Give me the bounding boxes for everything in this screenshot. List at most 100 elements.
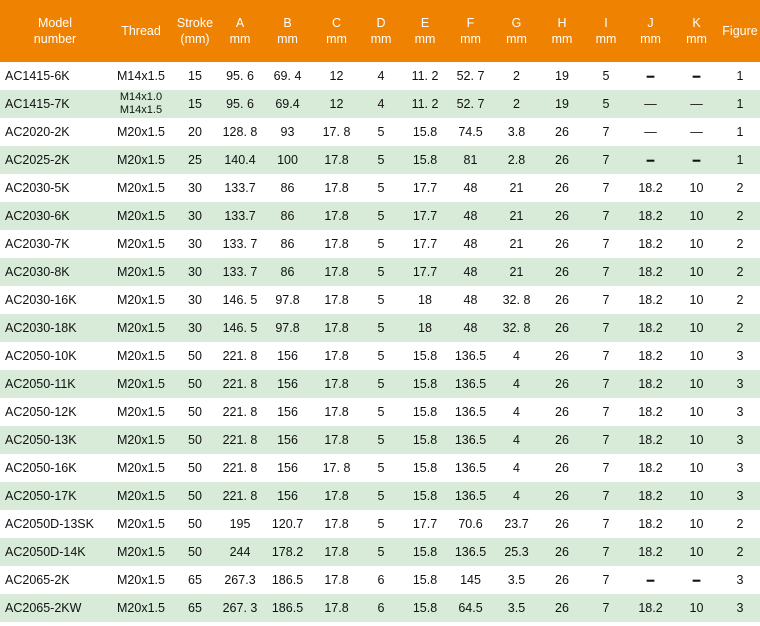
cell-figure: 3 [720,594,760,622]
cell-e: 18 [402,314,448,342]
cell-thread: M20x1.5 [117,125,165,139]
cell-b: 186.5 [271,573,304,587]
cell-thread: M20x1.5 [110,482,172,510]
cell-model-number: AC2065-2KW [0,594,110,622]
cell-c: 17.8 [324,517,349,531]
header-label: H [557,16,567,30]
table-row: AC1415-6K M14x1.5 15 95. 6 69. 4 12 4 11. 2 52. … [0,62,760,90]
column-header-model-number: Model number [0,0,110,62]
cell-thread: M14x1.5 [117,69,165,83]
cell-model-number: AC2050-12K [5,405,77,419]
cell-figure: 3 [736,349,744,363]
cell-model-number: AC2030-5K [5,181,70,195]
cell-b: 120.7 [271,517,304,531]
cell-stroke: 50 [188,349,202,363]
cell-a: 133.7 [218,202,262,230]
table-row: AC2065-2KW M20x1.5 65 267. 3 186.5 17.8 6 15.8 6… [0,594,760,622]
cell-f: 136.5 [454,461,487,475]
cell-e: 15.8 [402,370,448,398]
cell-model-number: AC1415-6K [5,69,70,83]
cell-b: 156 [262,370,313,398]
cell-thread: M20x1.5 [117,517,165,531]
cell-g: 4 [493,482,540,510]
cell-j: 18.2 [638,181,663,195]
header-label: I [604,16,608,30]
cell-stroke: 15 [188,69,202,83]
header-unit: mm [460,32,481,46]
cell-c: 17.8 [324,181,349,195]
cell-j: 18.2 [638,461,663,475]
cell-f: 136.5 [448,482,493,510]
cell-i: 7 [584,426,628,454]
cell-stroke: 50 [172,370,218,398]
cell-d: 5 [377,125,385,139]
cell-f: 145 [460,573,481,587]
cell-h: 19 [555,69,569,83]
cell-f: 81 [448,146,493,174]
cell-stroke: 30 [172,258,218,286]
cell-k: 10 [673,594,720,622]
table-row: AC2030-5K M20x1.5 30 133.7 86 17.8 5 17.7 48 21 26… [0,174,760,202]
cell-e: 15.8 [402,538,448,566]
cell-figure: 3 [720,482,760,510]
table-row: AC2030-8K M20x1.5 30 133. 7 86 17.8 5 17.7 48 21 2… [0,258,760,286]
cell-j: 18.2 [628,538,673,566]
cell-thread: M20x1.5 [110,426,172,454]
cell-stroke: 50 [188,405,202,419]
cell-e: 15.8 [412,349,438,363]
cell-stroke: 50 [172,538,218,566]
header-label: D [376,16,386,30]
cell-k: 10 [689,237,704,251]
cell-stroke: 65 [188,573,202,587]
header-label: G [511,16,522,30]
cell-d: 5 [377,237,385,251]
cell-d: 6 [377,573,385,587]
table-row: AC2065-2K M20x1.5 65 267.3 186.5 17.8 6 15.8 145… [0,566,760,594]
cell-j: 18.2 [638,237,663,251]
cell-d: 5 [377,349,385,363]
cell-j: — [644,125,657,139]
cell-i: 5 [602,69,610,83]
cell-d: 5 [377,293,385,307]
cell-d: 5 [360,202,402,230]
cell-e: 15.8 [402,594,448,622]
cell-j: 18.2 [628,426,673,454]
header-label: Figure [722,24,758,38]
cell-k: 10 [673,258,720,286]
header-unit: mm [595,32,617,46]
cell-figure: 1 [720,90,760,118]
cell-c: 17.8 [324,293,349,307]
cell-thread: M20x1.5 [110,202,172,230]
cell-stroke: 20 [188,125,202,139]
cell-i: 7 [602,405,610,419]
cell-d: 6 [360,594,402,622]
cell-figure: 3 [736,405,744,419]
header-unit: mm [326,32,347,46]
cell-h: 26 [555,517,569,531]
cell-figure: 2 [720,202,760,230]
cell-g: 25.3 [493,538,540,566]
cell-a: 195 [229,517,251,531]
cell-k: 10 [689,461,704,475]
cell-d: 5 [360,314,402,342]
cell-a: 128. 8 [222,125,258,139]
cell-stroke: 30 [188,293,202,307]
cell-e: 15.8 [402,146,448,174]
header-label: C [331,16,342,30]
cell-thread: M20x1.5 [110,594,172,622]
cell-a: 146. 5 [222,293,258,307]
cell-a: 133. 7 [218,258,262,286]
cell-d: 5 [360,258,402,286]
cell-e: 15.8 [402,426,448,454]
cell-b: 156 [262,426,313,454]
cell-h: 26 [555,125,569,139]
header-unit: mm [686,32,707,46]
cell-c: 17.8 [313,314,360,342]
cell-d: 5 [360,426,402,454]
cell-f: 70.6 [458,517,483,531]
cell-c: 12 [329,69,344,83]
cell-f: 48 [463,181,478,195]
cell-k: 10 [689,517,704,531]
